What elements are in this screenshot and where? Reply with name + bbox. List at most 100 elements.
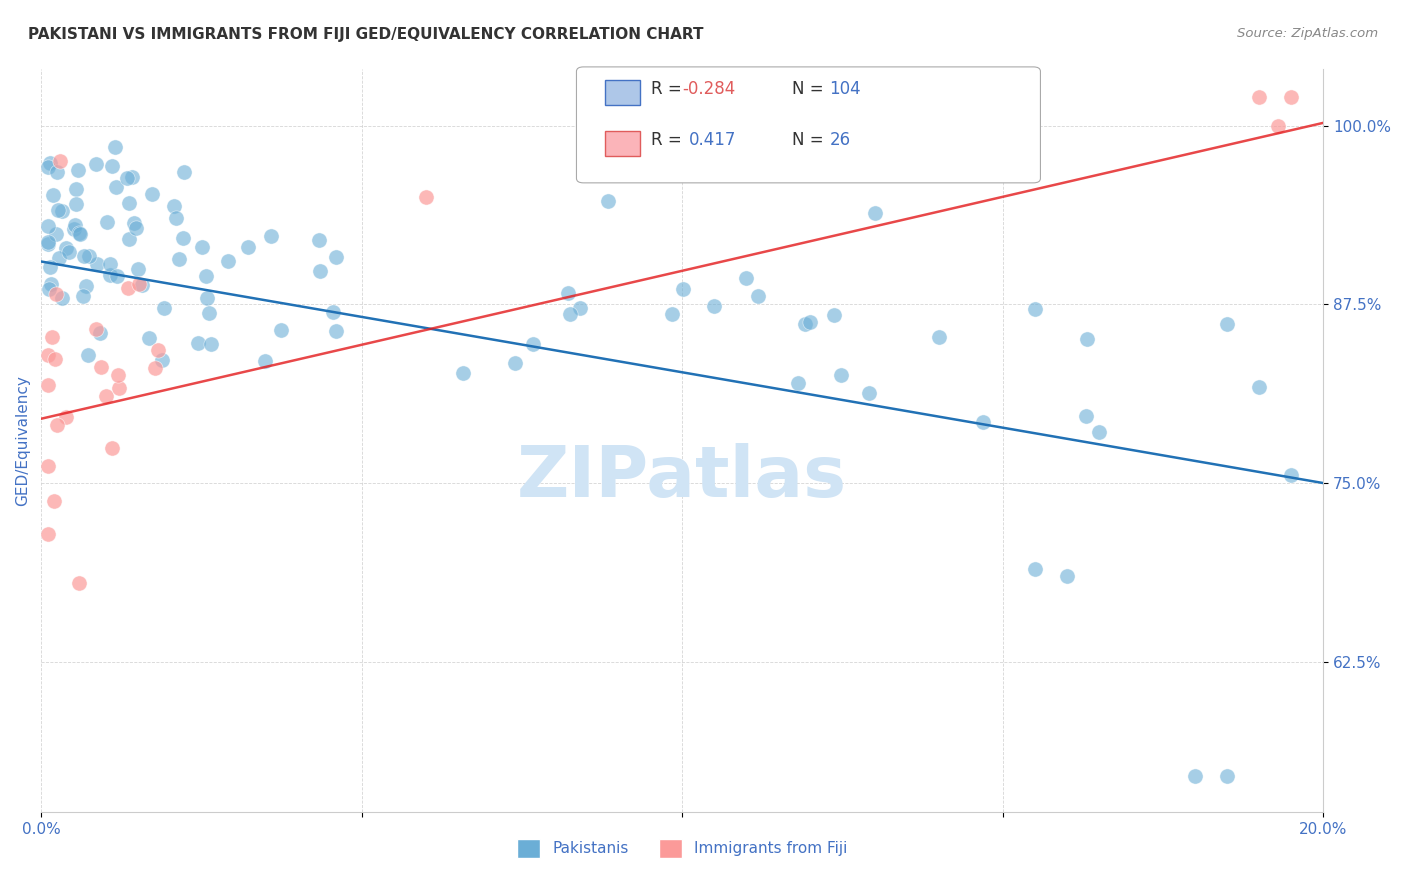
Pakistanis (105, 269, 128, 284)
Pakistanis (67, 226, 90, 240)
Pakistanis (42, 188, 65, 202)
Pakistanis (270, 323, 292, 337)
Pakistanis (198, 306, 221, 320)
Pakistanis (787, 376, 810, 391)
Pakistanis (153, 301, 176, 316)
Pakistanis (863, 206, 886, 220)
Pakistanis (63, 218, 86, 232)
Pakistanis (503, 356, 526, 370)
Immigrants from Fiji (42, 494, 65, 508)
Pakistanis (141, 187, 163, 202)
Immigrants from Fiji (45, 286, 67, 301)
Pakistanis (1249, 380, 1271, 394)
Pakistanis (101, 159, 124, 173)
Pakistanis (89, 326, 111, 340)
Pakistanis (122, 216, 145, 230)
Immigrants from Fiji (84, 322, 107, 336)
Immigrants from Fiji (94, 388, 117, 402)
Pakistanis (453, 366, 475, 380)
Immigrants from Fiji (107, 368, 129, 383)
Pakistanis (558, 307, 581, 321)
Immigrants from Fiji (1249, 90, 1271, 104)
Pakistanis (37, 219, 59, 233)
Text: 26: 26 (830, 131, 851, 149)
Pakistanis (138, 331, 160, 345)
Pakistanis (150, 353, 173, 368)
Pakistanis (1184, 769, 1206, 783)
Pakistanis (51, 291, 73, 305)
Pakistanis (105, 180, 128, 194)
Immigrants from Fiji (67, 576, 90, 591)
Pakistanis (96, 215, 118, 229)
Pakistanis (254, 353, 277, 368)
Immigrants from Fiji (46, 417, 69, 432)
Immigrants from Fiji (49, 154, 72, 169)
Immigrants from Fiji (37, 348, 59, 362)
Text: ZIPatlas: ZIPatlas (517, 442, 848, 512)
Pakistanis (45, 227, 67, 241)
Immigrants from Fiji (143, 360, 166, 375)
Pakistanis (55, 241, 77, 255)
Pakistanis (167, 252, 190, 266)
Text: 104: 104 (830, 80, 860, 98)
Pakistanis (76, 348, 98, 362)
Pakistanis (972, 415, 994, 429)
Pakistanis (1024, 302, 1046, 317)
Y-axis label: GED/Equivalency: GED/Equivalency (15, 375, 30, 506)
Text: N =: N = (792, 131, 828, 149)
Pakistanis (1056, 569, 1078, 583)
Pakistanis (322, 305, 344, 319)
Pakistanis (672, 282, 695, 296)
Pakistanis (1074, 409, 1097, 423)
Immigrants from Fiji (128, 277, 150, 291)
Pakistanis (799, 315, 821, 329)
Pakistanis (48, 202, 70, 217)
Pakistanis (37, 235, 59, 249)
Pakistanis (163, 199, 186, 213)
Pakistanis (115, 171, 138, 186)
Text: R =: R = (651, 80, 688, 98)
Pakistanis (569, 301, 592, 315)
Pakistanis (84, 157, 107, 171)
Pakistanis (65, 182, 87, 196)
Pakistanis (121, 169, 143, 184)
Pakistanis (39, 277, 62, 291)
Pakistanis (77, 249, 100, 263)
Text: Source: ZipAtlas.com: Source: ZipAtlas.com (1237, 27, 1378, 40)
Immigrants from Fiji (415, 190, 437, 204)
Immigrants from Fiji (37, 378, 59, 392)
Pakistanis (98, 268, 121, 283)
Pakistanis (325, 325, 347, 339)
Pakistanis (191, 240, 214, 254)
Immigrants from Fiji (1267, 119, 1289, 133)
Pakistanis (37, 237, 59, 252)
Pakistanis (598, 194, 620, 208)
Pakistanis (1024, 562, 1046, 576)
Pakistanis (1088, 425, 1111, 439)
Pakistanis (98, 257, 121, 271)
Pakistanis (1279, 467, 1302, 482)
Immigrants from Fiji (37, 526, 59, 541)
Immigrants from Fiji (90, 360, 112, 375)
Pakistanis (1076, 332, 1098, 346)
Pakistanis (194, 268, 217, 283)
Immigrants from Fiji (101, 442, 124, 456)
Pakistanis (309, 263, 332, 277)
Pakistanis (173, 165, 195, 179)
Immigrants from Fiji (1279, 90, 1302, 104)
Pakistanis (325, 250, 347, 264)
Text: N =: N = (792, 80, 828, 98)
Pakistanis (858, 386, 880, 401)
Pakistanis (39, 155, 62, 169)
Pakistanis (45, 165, 67, 179)
Immigrants from Fiji (44, 351, 66, 366)
Pakistanis (928, 330, 950, 344)
Pakistanis (72, 248, 94, 262)
Pakistanis (48, 251, 70, 265)
Pakistanis (187, 335, 209, 350)
Pakistanis (51, 204, 73, 219)
Pakistanis (747, 289, 769, 303)
Pakistanis (794, 318, 817, 332)
Pakistanis (172, 231, 194, 245)
Pakistanis (125, 221, 148, 235)
